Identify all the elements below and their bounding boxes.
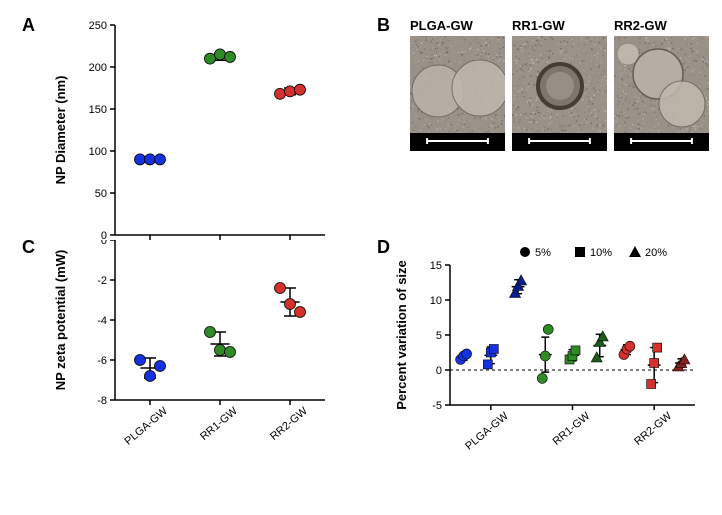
svg-text:NP zeta potential (mW): NP zeta potential (mW)	[53, 250, 68, 391]
panel-b-label: B	[377, 15, 390, 36]
panel-c-label: C	[22, 237, 35, 258]
tem-image	[410, 36, 505, 151]
svg-text:RR2-GW: RR2-GW	[268, 405, 310, 443]
svg-text:5%: 5%	[535, 247, 551, 259]
svg-text:PLGA-GW: PLGA-GW	[122, 405, 170, 448]
svg-text:0: 0	[436, 365, 442, 377]
svg-text:-8: -8	[97, 395, 107, 407]
svg-text:5: 5	[436, 330, 442, 342]
svg-text:0: 0	[101, 240, 107, 247]
svg-text:20%: 20%	[645, 247, 667, 259]
svg-text:0: 0	[101, 230, 107, 240]
tem-image-label: PLGA-GW	[410, 18, 473, 33]
svg-text:RR2-GW: RR2-GW	[632, 410, 674, 448]
svg-text:15: 15	[430, 260, 442, 272]
svg-text:100: 100	[89, 146, 107, 158]
svg-text:-5: -5	[432, 400, 442, 412]
tem-image-label: RR2-GW	[614, 18, 667, 33]
svg-text:-6: -6	[97, 355, 107, 367]
chart-panel-c: -8 -6 -4 -2 0 NP zeta potential (mW) PLGA-GW RR…	[45, 240, 345, 500]
panel-d-label: D	[377, 237, 390, 258]
svg-text:150: 150	[89, 104, 107, 116]
svg-text:Percent variation of size: Percent variation of size	[394, 260, 409, 410]
svg-text:NP Diameter (nm): NP Diameter (nm)	[53, 76, 68, 185]
tem-image	[512, 36, 607, 151]
svg-text:10: 10	[430, 295, 442, 307]
svg-text:10%: 10%	[590, 247, 612, 259]
svg-text:200: 200	[89, 62, 107, 74]
svg-text:-4: -4	[97, 315, 107, 327]
svg-text:50: 50	[95, 188, 107, 200]
svg-text:PLGA-GW: PLGA-GW	[463, 410, 511, 453]
chart-panel-d: 5% 10% 20% -5 0 5 10 15 Percent variation of siz…	[390, 240, 710, 500]
panel-a-label: A	[22, 15, 35, 36]
tem-image-label: RR1-GW	[512, 18, 565, 33]
svg-text:RR1-GW: RR1-GW	[551, 410, 593, 448]
svg-text:250: 250	[89, 20, 107, 32]
chart-panel-a: 0 50 100 150 200 250 NP Diameter (nm)	[45, 15, 345, 240]
svg-text:RR1-GW: RR1-GW	[198, 405, 240, 443]
tem-image	[614, 36, 709, 151]
svg-text:-2: -2	[97, 275, 107, 287]
